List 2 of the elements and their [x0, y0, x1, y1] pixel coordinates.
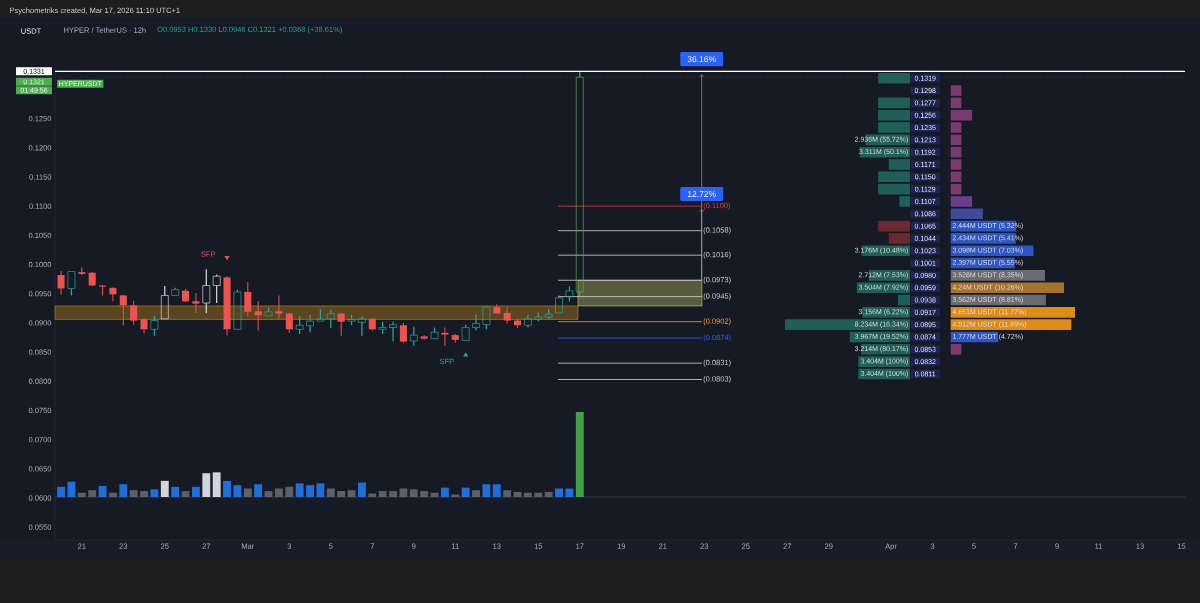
annotation: 36.16%	[687, 56, 716, 63]
annotation: 12.72%	[687, 190, 716, 197]
